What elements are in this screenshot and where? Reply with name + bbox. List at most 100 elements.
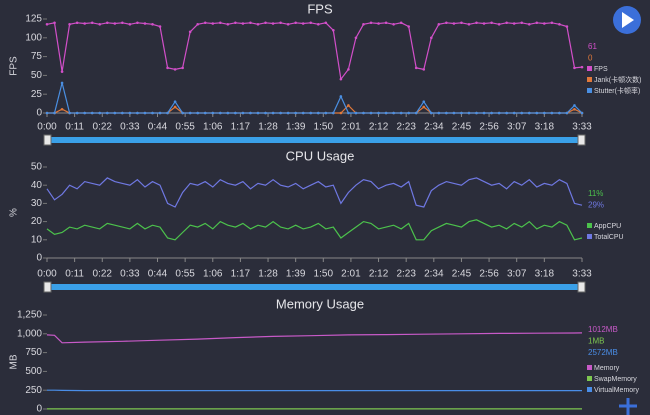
data-point [45, 22, 49, 26]
y-tick-label: 40 [31, 180, 43, 191]
current-value: 0 [588, 54, 593, 63]
data-point [271, 22, 275, 25]
data-point [181, 66, 184, 70]
data-point [332, 111, 335, 115]
data-point [369, 21, 373, 25]
x-tick-label: 2:12 [369, 269, 389, 280]
data-point [347, 104, 350, 107]
x-tick-label: 1:17 [231, 269, 251, 280]
add-button[interactable] [619, 398, 637, 415]
data-point [188, 30, 192, 34]
data-point [347, 68, 350, 71]
data-point [347, 111, 350, 115]
data-point [45, 111, 49, 115]
chart-title: FPS [307, 1, 333, 16]
legend-label: Jank(卡顿次数) [594, 75, 641, 84]
data-point [399, 111, 403, 115]
series-line [46, 22, 583, 81]
data-point [527, 22, 531, 26]
series-line [46, 219, 583, 241]
data-point [294, 111, 297, 115]
legend-swatch [587, 66, 592, 71]
y-tick-label: 100 [25, 32, 42, 43]
data-point [219, 111, 222, 115]
data-point [460, 21, 463, 25]
data-point [264, 21, 267, 25]
legend-label: Stutter(卡顿率) [594, 86, 640, 95]
range-slider[interactable] [47, 284, 582, 290]
x-tick-label: 2:34 [424, 122, 444, 133]
data-point [573, 107, 576, 111]
y-tick-label: 500 [25, 366, 42, 377]
data-point [558, 22, 561, 26]
y-tick-label: 25 [31, 89, 43, 100]
data-point [339, 111, 343, 115]
data-point [550, 111, 554, 115]
legend-swatch [587, 88, 592, 93]
y-tick-label: 750 [25, 347, 42, 358]
x-tick-label: 1:28 [258, 122, 278, 133]
data-point [166, 66, 169, 70]
data-point [83, 111, 86, 115]
legend-label: SwapMemory [594, 376, 637, 383]
x-tick-label: 0:44 [148, 269, 168, 280]
data-point [158, 111, 162, 115]
data-point [60, 70, 64, 73]
data-point [105, 21, 109, 25]
legend-swatch [587, 365, 592, 370]
x-tick-label: 3:07 [507, 122, 527, 133]
x-tick-label: 2:01 [341, 269, 361, 280]
x-tick-label: 0:55 [175, 122, 195, 133]
current-value: 1MB [588, 337, 604, 346]
data-point [520, 111, 524, 115]
data-point [475, 21, 478, 25]
data-point [437, 111, 441, 115]
slider-handle[interactable] [577, 134, 586, 146]
chart-title: CPU Usage [286, 148, 355, 163]
data-point [75, 111, 79, 115]
data-point [324, 111, 328, 115]
y-axis-label: MB [9, 354, 20, 369]
y-tick-label: 75 [31, 51, 43, 62]
data-point [90, 111, 94, 115]
data-point [377, 22, 380, 25]
data-point [279, 111, 282, 115]
slider-handle[interactable] [43, 281, 52, 293]
legend-label: FPS [594, 66, 608, 73]
legend-label: TotalCPU [594, 234, 624, 241]
data-point [105, 111, 109, 115]
x-tick-label: 0:11 [65, 122, 84, 133]
data-point [158, 25, 162, 28]
y-tick-label: 30 [31, 198, 43, 209]
data-point [467, 22, 471, 26]
x-tick-label: 2:34 [424, 269, 444, 280]
data-point [234, 21, 237, 25]
x-tick-label: 2:45 [452, 122, 472, 133]
data-point [369, 111, 373, 115]
data-point [497, 22, 501, 26]
data-point [573, 66, 576, 70]
legend-swatch [587, 387, 592, 392]
data-point [309, 111, 313, 115]
y-tick-label: 125 [25, 14, 42, 25]
data-point [422, 105, 426, 109]
slider-handle[interactable] [43, 134, 52, 146]
series-line [46, 332, 583, 344]
data-point [527, 111, 531, 115]
data-point [98, 22, 102, 26]
range-slider[interactable] [47, 137, 582, 143]
data-point [490, 111, 493, 115]
data-point [475, 111, 478, 115]
data-point [580, 65, 584, 69]
legend-label: AppCPU [594, 223, 621, 230]
x-tick-label: 1:17 [231, 122, 251, 133]
data-point [377, 111, 380, 115]
x-tick-label: 2:23 [396, 269, 416, 280]
data-point [121, 111, 124, 115]
x-tick-label: 0:00 [37, 269, 57, 280]
legend-label: VirtualMemory [594, 387, 639, 394]
data-point [256, 111, 260, 115]
slider-handle[interactable] [577, 281, 586, 293]
data-point [196, 22, 200, 26]
